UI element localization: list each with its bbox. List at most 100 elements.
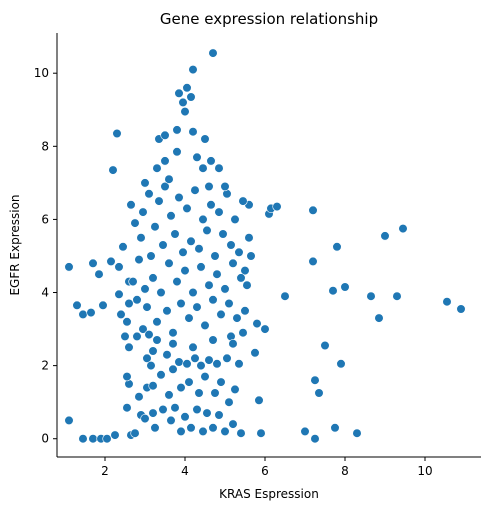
data-point [109,166,118,175]
data-point [145,190,154,199]
data-point [177,299,186,308]
data-point [353,429,362,438]
data-point [197,263,206,272]
data-point [233,314,242,323]
data-point [201,135,210,144]
data-point [187,424,196,433]
data-point [399,224,408,233]
y-tick-label: 8 [41,139,49,153]
data-point [153,164,162,173]
data-point [189,343,198,352]
data-point [309,206,318,215]
data-point [159,241,168,250]
data-point [177,383,186,392]
data-point [123,403,132,412]
data-point [217,310,226,319]
data-point [141,414,150,423]
data-point [185,378,194,387]
data-point [65,416,74,425]
data-point [151,222,160,231]
data-point [237,429,246,438]
data-point [183,204,192,213]
data-point [125,343,134,352]
data-point [123,372,132,381]
data-point [205,281,214,290]
data-point [175,89,184,98]
data-point [213,270,222,279]
data-point [119,243,128,252]
data-point [367,292,376,301]
data-point [217,378,226,387]
data-point [251,349,260,358]
data-point [337,360,346,369]
data-point [115,263,124,272]
data-point [155,197,164,206]
data-point [211,252,220,261]
data-point [311,434,320,443]
data-point [169,365,178,374]
data-point [121,332,130,341]
data-point [165,391,174,400]
y-axis-ticks: 0 2 4 6 8 10 [34,66,57,446]
data-point [79,434,88,443]
x-axis-ticks: 2 4 6 8 10 [101,457,432,478]
data-point [229,339,238,348]
data-point [205,356,214,365]
data-point [165,175,174,184]
data-point [311,376,320,385]
data-point [207,157,216,166]
data-point [227,241,236,250]
data-point [175,358,184,367]
data-point [221,285,230,294]
data-point [245,233,254,242]
data-point [199,427,208,436]
data-point [221,182,230,191]
data-point [239,328,248,337]
data-point [203,409,212,418]
data-point [163,307,172,316]
data-point [189,65,198,74]
data-point [273,202,282,211]
data-point [89,259,98,268]
data-point [79,310,88,319]
data-point [209,336,218,345]
y-tick-label: 2 [41,359,49,373]
data-point [223,354,232,363]
data-point [203,226,212,235]
data-point [237,274,246,283]
y-tick-label: 10 [34,66,49,80]
data-point [309,257,318,266]
data-point [143,303,152,312]
data-point [381,232,390,241]
data-point [193,153,202,162]
data-point [221,427,230,436]
x-tick-label: 10 [417,464,432,478]
data-point [231,215,240,224]
data-point [225,299,234,308]
data-point [209,296,218,305]
data-point [113,129,122,138]
data-point [247,252,256,261]
data-point [331,424,340,433]
data-point [281,292,290,301]
data-point [329,286,338,295]
data-point [175,193,184,202]
data-point [183,84,192,93]
data-point [315,389,324,398]
data-point [179,98,188,107]
data-point [173,126,182,135]
data-point [191,186,200,195]
data-point [189,127,198,136]
y-tick-label: 6 [41,212,49,226]
data-point [135,255,144,264]
data-point [133,332,142,341]
data-point [241,307,250,316]
data-point [173,277,182,286]
data-point [169,328,178,337]
data-point [171,403,180,412]
data-point [167,212,176,221]
y-tick-label: 0 [41,432,49,446]
data-point [219,230,228,239]
chart-title: Gene expression relationship [160,10,378,28]
